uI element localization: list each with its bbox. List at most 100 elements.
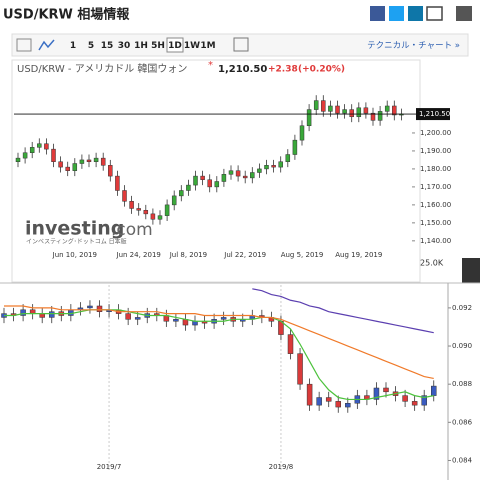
interval-button[interactable]: 5 bbox=[88, 41, 94, 51]
watermark: investing bbox=[25, 218, 124, 240]
candle-body bbox=[278, 161, 283, 168]
y-tick-label: 1,140.00 bbox=[420, 237, 451, 245]
linkedin-icon[interactable] bbox=[408, 6, 423, 21]
x-tick-label: 2019/7 bbox=[97, 463, 122, 471]
candle-body bbox=[58, 161, 63, 168]
candle-body bbox=[79, 159, 85, 164]
candle-body bbox=[87, 305, 93, 309]
candle-body bbox=[93, 157, 99, 162]
x-tick-label: Aug 19, 2019 bbox=[335, 251, 382, 259]
y-tick-label: 0.090 bbox=[452, 342, 472, 350]
star: * bbox=[208, 60, 213, 71]
interval-button[interactable]: 15 bbox=[101, 41, 114, 51]
chart-frame bbox=[11, 59, 421, 283]
candle-body bbox=[242, 175, 248, 179]
candle-body bbox=[150, 213, 156, 220]
candle-body bbox=[342, 109, 347, 114]
candle-body bbox=[49, 311, 55, 318]
candle-body bbox=[171, 195, 177, 206]
candle-body bbox=[377, 111, 383, 121]
candle-body bbox=[356, 107, 362, 118]
candle-body bbox=[134, 317, 141, 320]
candle-body bbox=[384, 105, 390, 112]
interval-button[interactable]: 1W bbox=[184, 41, 200, 51]
interval-button[interactable]: 5H bbox=[151, 41, 165, 51]
y-tick-label: 1,150.00 bbox=[420, 219, 451, 227]
volume-label: 25.0K bbox=[420, 259, 444, 268]
y-tick-label: 1,200.00 bbox=[420, 129, 451, 137]
candle-body bbox=[345, 402, 351, 408]
candle-body bbox=[411, 401, 418, 406]
candle-body bbox=[186, 184, 191, 191]
candle-body bbox=[297, 353, 303, 385]
candle-body bbox=[15, 157, 21, 162]
candle-body bbox=[220, 317, 227, 320]
candle-body bbox=[96, 305, 103, 312]
candle-body bbox=[122, 190, 127, 202]
candle-body bbox=[51, 148, 56, 162]
y-tick-label: 0.092 bbox=[452, 304, 472, 312]
line-type-icon[interactable] bbox=[38, 39, 55, 51]
print-icon[interactable] bbox=[456, 6, 472, 21]
facebook-icon[interactable] bbox=[370, 6, 385, 21]
mail-icon[interactable] bbox=[426, 6, 443, 21]
watermark-sub: インベスティング･ドットコム 日本版 bbox=[26, 238, 127, 246]
x-tick-label: Jul 22, 2019 bbox=[223, 251, 266, 259]
candle-body bbox=[157, 215, 163, 220]
candle-body bbox=[143, 210, 149, 215]
chart-type-icon[interactable] bbox=[16, 38, 32, 52]
candle-body bbox=[86, 159, 92, 162]
candle-body bbox=[316, 397, 322, 406]
candle-body bbox=[335, 401, 341, 408]
candle-body bbox=[257, 168, 262, 173]
twitter-icon[interactable] bbox=[389, 6, 404, 21]
y-tick-label: 1,160.00 bbox=[420, 201, 451, 209]
settings-icon[interactable] bbox=[233, 37, 249, 52]
candle-body bbox=[100, 157, 106, 166]
candle-body bbox=[370, 112, 376, 121]
candle-body bbox=[292, 139, 298, 155]
candle-body bbox=[214, 181, 220, 188]
interval-button[interactable]: 1M bbox=[200, 41, 215, 51]
candle-body bbox=[228, 170, 234, 175]
y-tick-label: 1,180.00 bbox=[420, 165, 451, 173]
candle-body bbox=[20, 309, 26, 316]
last-price-box bbox=[416, 108, 450, 121]
candle-body bbox=[179, 190, 184, 197]
candle-body bbox=[108, 165, 113, 177]
candle-body bbox=[37, 143, 42, 148]
candle-body bbox=[287, 334, 294, 354]
candle-body bbox=[207, 179, 212, 188]
technical-link[interactable]: テクニカル・チャート » bbox=[367, 41, 460, 51]
candle-body bbox=[383, 387, 389, 393]
candle-body bbox=[285, 154, 291, 162]
y-tick-label: 1,190.00 bbox=[420, 147, 451, 155]
candle-body bbox=[325, 397, 332, 402]
candle-body bbox=[29, 147, 35, 153]
candle-body bbox=[431, 385, 437, 396]
candle-body bbox=[299, 125, 305, 141]
candle-body bbox=[328, 105, 333, 112]
y-tick-label: 0.086 bbox=[452, 418, 473, 426]
candle-body bbox=[164, 204, 170, 216]
candle-body bbox=[44, 143, 49, 150]
moving-average bbox=[4, 309, 434, 401]
candle-body bbox=[306, 383, 313, 406]
interval-button[interactable]: 1 bbox=[70, 41, 76, 51]
y-tick-label: 0.088 bbox=[452, 380, 472, 388]
x-tick-label: Jul 8, 2019 bbox=[169, 251, 207, 259]
interval-button[interactable]: 1D bbox=[168, 41, 182, 51]
candle-body bbox=[221, 174, 227, 182]
candle-body bbox=[193, 175, 198, 186]
interval-button[interactable]: 1H bbox=[134, 41, 148, 51]
change: +2.38 bbox=[268, 65, 298, 75]
candle-body bbox=[321, 100, 326, 112]
candle-body bbox=[115, 175, 120, 191]
candle-body bbox=[373, 387, 380, 400]
candle-body bbox=[129, 201, 134, 209]
interval-button[interactable]: 30 bbox=[118, 41, 131, 51]
candle-body bbox=[125, 313, 131, 320]
candle-body bbox=[335, 105, 340, 114]
x-tick-label: Jun 10, 2019 bbox=[52, 251, 97, 259]
